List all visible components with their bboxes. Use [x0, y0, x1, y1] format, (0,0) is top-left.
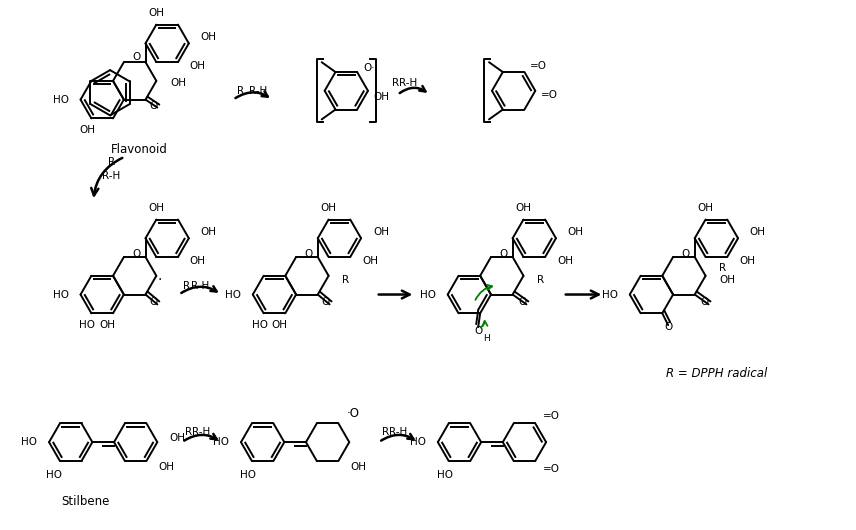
Text: R: R: [185, 427, 193, 437]
Text: R: R: [538, 275, 544, 285]
Text: O: O: [474, 326, 482, 336]
Text: HO: HO: [410, 437, 426, 447]
Text: OH: OH: [698, 202, 714, 213]
Text: OH: OH: [719, 275, 735, 285]
Text: OH: OH: [190, 61, 205, 71]
Text: OH: OH: [80, 125, 95, 135]
Text: O: O: [500, 249, 508, 259]
Text: OH: OH: [148, 8, 164, 18]
Text: R-H: R-H: [399, 78, 418, 88]
Text: OH: OH: [362, 256, 378, 266]
Text: OH: OH: [350, 462, 366, 472]
Text: HO: HO: [240, 470, 256, 480]
Text: HO: HO: [252, 320, 268, 330]
Text: OH: OH: [374, 92, 389, 102]
Text: HO: HO: [213, 437, 229, 447]
Text: R-H: R-H: [389, 427, 407, 437]
Text: OH: OH: [148, 202, 164, 213]
Text: OH: OH: [190, 256, 205, 266]
Text: R = DPPH radical: R = DPPH radical: [666, 367, 768, 380]
Text: O: O: [133, 249, 140, 259]
Text: Flavonoid: Flavonoid: [111, 143, 168, 156]
Text: HO: HO: [21, 437, 38, 447]
Text: O: O: [149, 297, 158, 307]
Text: OH: OH: [515, 202, 532, 213]
Text: OH: OH: [271, 320, 288, 330]
Text: O: O: [149, 101, 158, 111]
Text: R-H: R-H: [191, 281, 209, 290]
Text: OH: OH: [373, 227, 389, 237]
Text: OH: OH: [169, 433, 185, 443]
Text: R: R: [237, 86, 245, 96]
Text: O: O: [305, 249, 313, 259]
Text: HO: HO: [80, 320, 95, 330]
Text: O: O: [681, 249, 690, 259]
Text: OH: OH: [200, 32, 217, 42]
Text: O·: O·: [363, 63, 375, 73]
Text: O: O: [519, 297, 526, 307]
Text: R: R: [342, 275, 349, 285]
Text: R-H: R-H: [193, 427, 211, 437]
Text: R: R: [382, 427, 389, 437]
Text: HO: HO: [53, 95, 68, 104]
Text: =O: =O: [544, 411, 560, 420]
Text: Stilbene: Stilbene: [62, 494, 110, 508]
Text: O: O: [700, 297, 709, 307]
Text: ·O: ·O: [347, 407, 360, 420]
Text: R: R: [392, 78, 399, 88]
Text: OH: OH: [158, 462, 175, 472]
Text: R: R: [719, 263, 727, 273]
Text: R·: R·: [108, 157, 119, 166]
Text: HO: HO: [437, 470, 453, 480]
Text: R-H: R-H: [248, 86, 267, 96]
Text: O: O: [664, 322, 672, 332]
Text: H: H: [483, 334, 490, 343]
Text: =O: =O: [541, 90, 558, 100]
Text: OH: OH: [557, 256, 573, 266]
Text: HO: HO: [420, 289, 436, 299]
Text: O: O: [133, 52, 140, 62]
Text: R-H: R-H: [102, 171, 121, 181]
Text: O: O: [322, 297, 330, 307]
Text: HO: HO: [46, 470, 62, 480]
Text: HO: HO: [602, 289, 618, 299]
Text: HO: HO: [225, 289, 241, 299]
Text: =O: =O: [544, 464, 560, 474]
Text: OH: OH: [200, 227, 217, 237]
Text: ·: ·: [158, 273, 162, 287]
Text: OH: OH: [170, 78, 186, 88]
Text: OH: OH: [750, 227, 766, 237]
Text: HO: HO: [53, 289, 68, 299]
Text: =O: =O: [531, 61, 547, 71]
Text: OH: OH: [321, 202, 336, 213]
Text: R: R: [183, 281, 190, 290]
Text: OH: OH: [568, 227, 584, 237]
Text: OH: OH: [739, 256, 755, 266]
Text: OH: OH: [99, 320, 115, 330]
